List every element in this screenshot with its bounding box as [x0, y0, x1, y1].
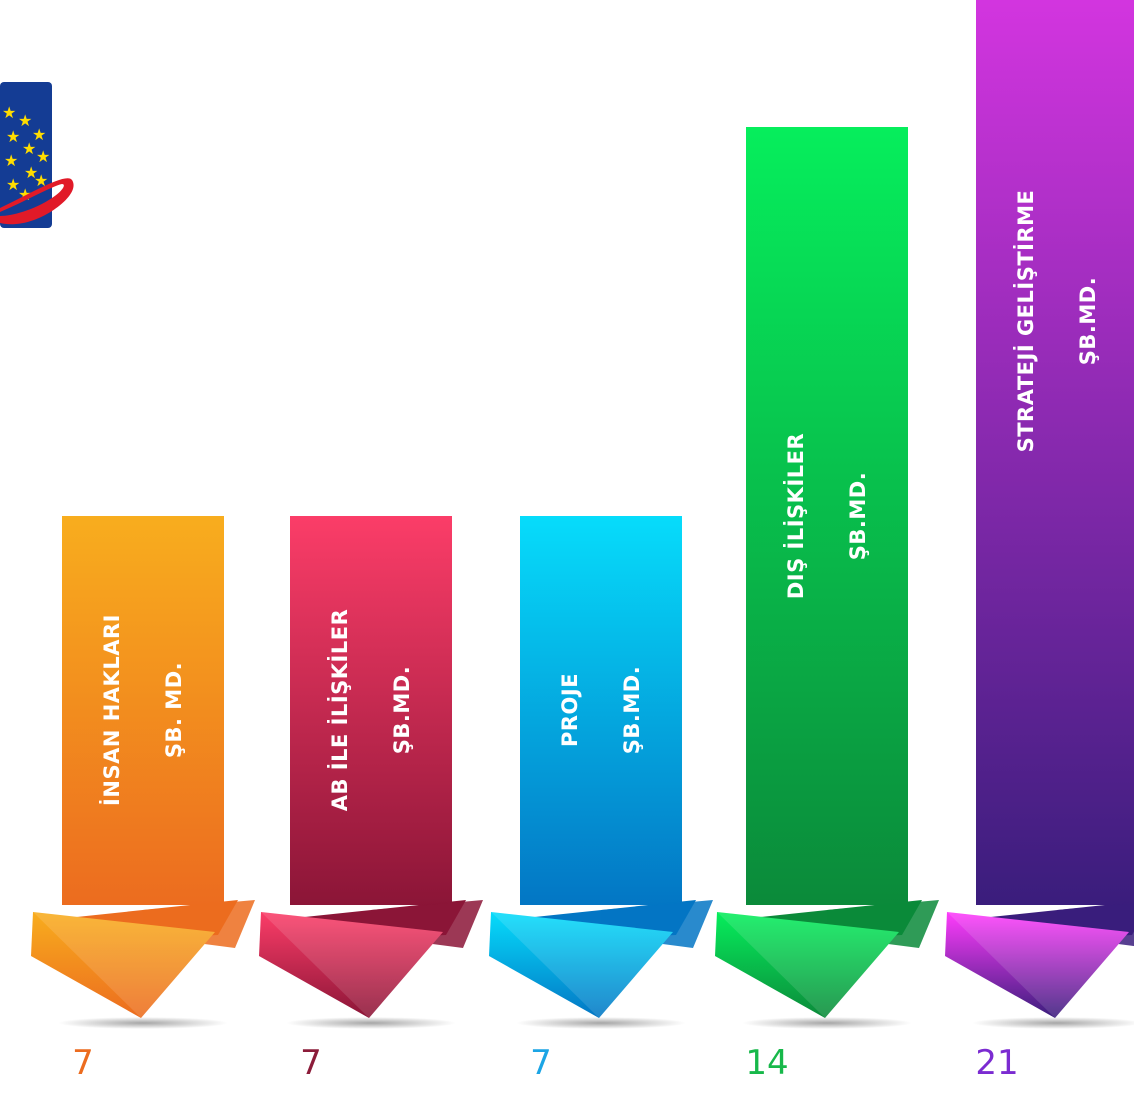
value-label: 7: [530, 1043, 552, 1083]
bar-label-line: ŞB.MD.: [620, 666, 644, 755]
bar: İNSAN HAKLARI ŞB. MD.: [62, 515, 224, 905]
svg-text:★: ★: [36, 147, 50, 166]
svg-text:★: ★: [34, 171, 48, 190]
ribbon-arrow: [259, 900, 483, 1029]
bar: STRATEJİ GELİŞTİRME ŞB.MD.: [976, 0, 1134, 905]
bar-label-line: DIŞ İLİŞKİLER: [784, 432, 808, 599]
svg-text:★: ★: [32, 125, 46, 144]
svg-text:★: ★: [4, 151, 18, 170]
ribbon-arrow: [31, 900, 255, 1029]
ribbon-arrow: [715, 900, 939, 1029]
bar-label-line: STRATEJİ GELİŞTİRME: [1014, 189, 1038, 453]
bar-label: PROJE ŞB.MD.: [539, 666, 663, 754]
bar: PROJE ŞB.MD.: [520, 515, 682, 905]
value-label: 7: [300, 1043, 322, 1083]
value-label: 7: [72, 1043, 94, 1083]
bar-label-line: ŞB.MD.: [1076, 277, 1100, 366]
bar-label: DIŞ İLİŞKİLER ŞB.MD.: [765, 433, 889, 599]
bar-label: STRATEJİ GELİŞTİRME ŞB.MD.: [995, 190, 1119, 453]
bar-label-line: İNSAN HAKLARI: [100, 614, 124, 807]
svg-text:★: ★: [2, 103, 16, 122]
bar-label: AB İLE İLİŞKİLER ŞB.MD.: [309, 609, 433, 812]
svg-text:★: ★: [18, 111, 32, 130]
bar: AB İLE İLİŞKİLER ŞB.MD.: [290, 515, 452, 905]
bar-label-line: ŞB. MD.: [162, 662, 186, 759]
bar-label-line: PROJE: [558, 673, 582, 748]
bar-label-line: ŞB.MD.: [390, 666, 414, 755]
eu-stars-logo: ★ ★ ★ ★ ★ ★ ★ ★ ★ ★ ★: [0, 82, 80, 228]
bar: DIŞ İLİŞKİLER ŞB.MD.: [746, 126, 908, 905]
bar-label-line: ŞB.MD.: [846, 471, 870, 560]
bar-label: İNSAN HAKLARI ŞB. MD.: [81, 614, 205, 806]
svg-text:★: ★: [6, 127, 20, 146]
value-label: 21: [975, 1043, 1019, 1083]
ribbon-arrow: [489, 900, 713, 1029]
svg-text:★: ★: [22, 139, 36, 158]
bar-label-line: AB İLE İLİŞKİLER: [328, 609, 352, 812]
svg-text:★: ★: [24, 163, 38, 182]
svg-text:★: ★: [6, 175, 20, 194]
value-label: 14: [745, 1043, 789, 1083]
ribbon-arrow: [945, 901, 1134, 1029]
